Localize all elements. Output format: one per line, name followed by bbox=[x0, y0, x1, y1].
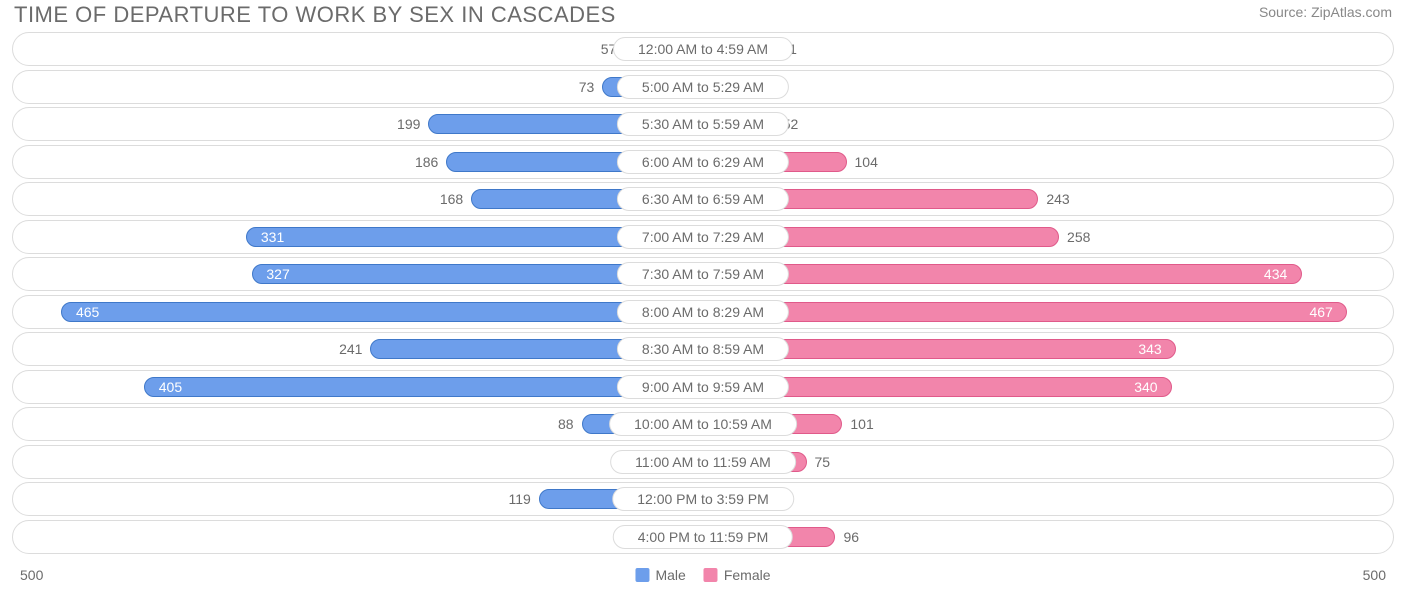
category-label: 7:30 AM to 7:59 AM bbox=[617, 262, 789, 286]
male-value-label: 405 bbox=[159, 379, 182, 395]
chart-title: TIME OF DEPARTURE TO WORK BY SEX IN CASC… bbox=[14, 2, 616, 28]
male-value-label: 88 bbox=[558, 416, 574, 432]
category-label: 8:00 AM to 8:29 AM bbox=[617, 300, 789, 324]
legend-item-male: Male bbox=[635, 567, 685, 583]
legend-swatch-female bbox=[704, 568, 718, 582]
male-bar bbox=[61, 302, 703, 322]
category-label: 8:30 AM to 8:59 AM bbox=[617, 337, 789, 361]
female-value-label: 104 bbox=[855, 154, 878, 170]
category-label: 11:00 AM to 11:59 AM bbox=[610, 450, 796, 474]
bar-row: 241 343 8:30 AM to 8:59 AM bbox=[12, 332, 1394, 366]
male-value-label: 186 bbox=[415, 154, 438, 170]
chart-container: TIME OF DEPARTURE TO WORK BY SEX IN CASC… bbox=[0, 0, 1406, 595]
category-label: 5:00 AM to 5:29 AM bbox=[617, 75, 789, 99]
category-label: 6:30 AM to 6:59 AM bbox=[617, 187, 789, 211]
bar-row: 73205:00 AM to 5:29 AM bbox=[12, 70, 1394, 104]
legend-swatch-male bbox=[635, 568, 649, 582]
bar-row: 327 434 7:30 AM to 7:59 AM bbox=[12, 257, 1394, 291]
female-value-label: 258 bbox=[1067, 229, 1090, 245]
female-value-label: 96 bbox=[843, 529, 859, 545]
bar-row: 405 340 9:00 AM to 9:59 AM bbox=[12, 370, 1394, 404]
male-value-label: 241 bbox=[339, 341, 362, 357]
bar-row: 207511:00 AM to 11:59 AM bbox=[12, 445, 1394, 479]
bar-row: 168 243 6:30 AM to 6:59 AM bbox=[12, 182, 1394, 216]
category-label: 12:00 AM to 4:59 AM bbox=[613, 37, 793, 61]
axis-label-left: 500 bbox=[20, 567, 43, 583]
bar-row: 48964:00 PM to 11:59 PM bbox=[12, 520, 1394, 554]
category-label: 7:00 AM to 7:29 AM bbox=[617, 225, 789, 249]
female-bar bbox=[703, 302, 1347, 322]
male-value-label: 465 bbox=[76, 304, 99, 320]
plot-area: 575112:00 AM to 4:59 AM 73205:00 AM to 5:… bbox=[12, 32, 1394, 559]
bar-row: 465 467 8:00 AM to 8:29 AM bbox=[12, 295, 1394, 329]
category-label: 12:00 PM to 3:59 PM bbox=[612, 487, 794, 511]
bar-row: 331 258 7:00 AM to 7:29 AM bbox=[12, 220, 1394, 254]
category-label: 10:00 AM to 10:59 AM bbox=[609, 412, 797, 436]
category-label: 9:00 AM to 9:59 AM bbox=[617, 375, 789, 399]
female-value-label: 75 bbox=[815, 454, 831, 470]
female-value-label: 467 bbox=[1309, 304, 1332, 320]
female-value-label: 340 bbox=[1134, 379, 1157, 395]
chart-source: Source: ZipAtlas.com bbox=[1259, 4, 1392, 20]
female-value-label: 101 bbox=[850, 416, 873, 432]
bar-row: 186 104 6:00 AM to 6:29 AM bbox=[12, 145, 1394, 179]
legend-label-female: Female bbox=[724, 567, 771, 583]
category-label: 4:00 PM to 11:59 PM bbox=[613, 525, 793, 549]
female-value-label: 243 bbox=[1046, 191, 1069, 207]
bar-row: 88 101 10:00 AM to 10:59 AM bbox=[12, 407, 1394, 441]
bar-row: 199525:30 AM to 5:59 AM bbox=[12, 107, 1394, 141]
bar-row: 1193612:00 PM to 3:59 PM bbox=[12, 482, 1394, 516]
male-value-label: 331 bbox=[261, 229, 284, 245]
female-value-label: 434 bbox=[1264, 266, 1287, 282]
male-value-label: 199 bbox=[397, 116, 420, 132]
male-value-label: 168 bbox=[440, 191, 463, 207]
chart-footer: 500 Male Female 500 bbox=[12, 565, 1394, 589]
legend: Male Female bbox=[635, 567, 770, 583]
male-value-label: 327 bbox=[266, 266, 289, 282]
female-value-label: 343 bbox=[1138, 341, 1161, 357]
legend-label-male: Male bbox=[655, 567, 685, 583]
axis-label-right: 500 bbox=[1363, 567, 1386, 583]
male-value-label: 119 bbox=[508, 491, 530, 507]
category-label: 5:30 AM to 5:59 AM bbox=[617, 112, 789, 136]
male-value-label: 73 bbox=[579, 79, 595, 95]
category-label: 6:00 AM to 6:29 AM bbox=[617, 150, 789, 174]
female-bar bbox=[703, 264, 1302, 284]
legend-item-female: Female bbox=[704, 567, 771, 583]
bar-row: 575112:00 AM to 4:59 AM bbox=[12, 32, 1394, 66]
